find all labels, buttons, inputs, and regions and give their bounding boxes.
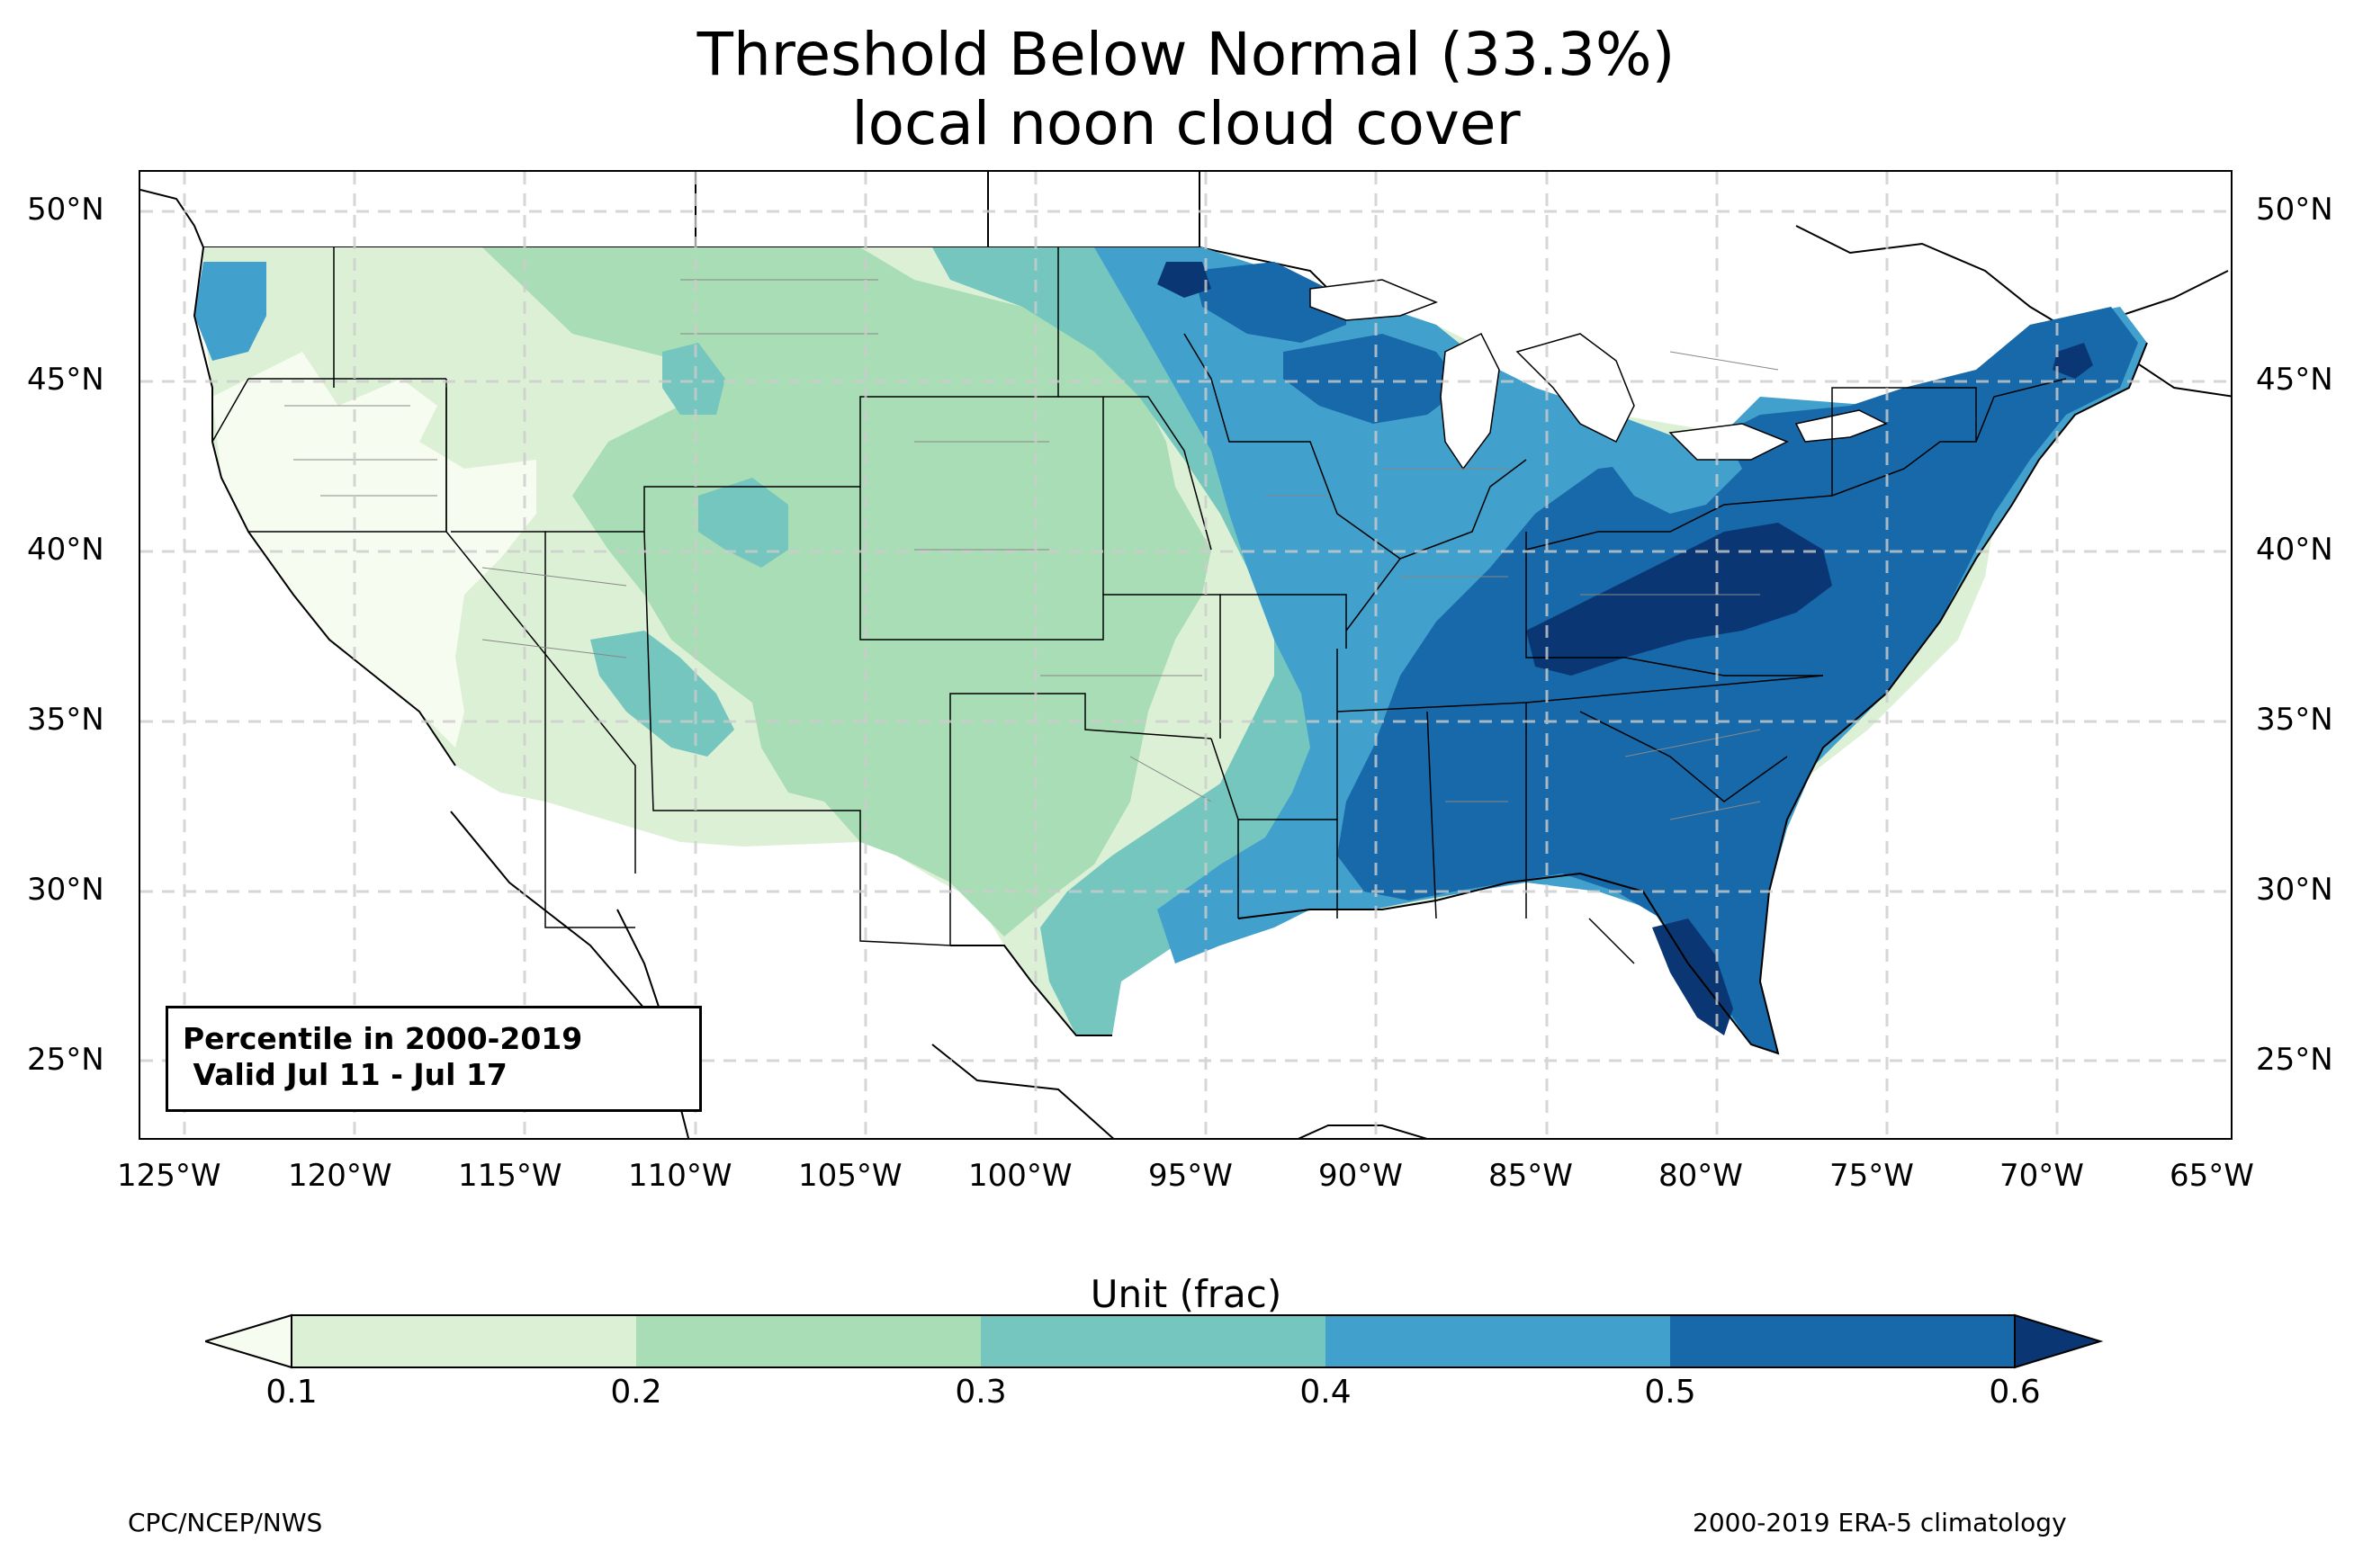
lon-tick-label: 105°W: [798, 1158, 903, 1194]
lat-tick-label: 50°N: [27, 192, 104, 228]
contour-southwest-0.3-0.4: [590, 343, 788, 757]
contour-upper-midwest-0.5-0.6: [1193, 262, 1463, 424]
contour-over-0.6-florida: [1652, 918, 1733, 1035]
colorbar-segment-0.1-0.2: [292, 1315, 636, 1367]
chart-subtitle: local noon cloud cover: [851, 89, 1521, 158]
county-borders: [284, 279, 1779, 820]
colorbar-tick-label: 0.4: [1299, 1374, 1352, 1411]
colorbar-tick-label: 0.6: [1989, 1374, 2041, 1411]
contour-0.2-0.3: [482, 247, 1211, 936]
lat-tick-label: 30°N: [27, 872, 104, 908]
contour-under-0.1: [212, 352, 536, 748]
contour-0.5-0.6: [1337, 307, 2138, 1053]
lon-tick-label: 85°W: [1488, 1158, 1573, 1194]
lon-tick-label: 125°W: [117, 1158, 221, 1194]
contour-fills: [194, 247, 2147, 1053]
lon-tick-label: 100°W: [968, 1158, 1073, 1194]
coastline: [193, 246, 2148, 1055]
colorbar-tick-label: 0.3: [955, 1374, 1007, 1411]
lon-tick-label: 115°W: [458, 1158, 562, 1194]
chart-title: Threshold Below Normal (33.3%): [696, 20, 1676, 89]
contour-washington-0.4-0.5: [194, 262, 266, 361]
lat-tick-label: 35°N: [2256, 702, 2333, 738]
lat-tick-label: 35°N: [27, 702, 104, 738]
colorbar-over-arrow: [2014, 1313, 2104, 1369]
lat-tick-label: 45°N: [27, 362, 104, 398]
lat-tick-label: 30°N: [2256, 872, 2333, 908]
colorbar-title: Unit (frac): [1090, 1272, 1282, 1316]
colorbar: [205, 1313, 2104, 1369]
footer-source: CPC/NCEP/NWS: [128, 1508, 323, 1537]
lon-tick-label: 70°W: [1999, 1158, 2084, 1194]
colorbar-segment-0.5-0.6: [1670, 1315, 2015, 1367]
lon-tick-label: 65°W: [2170, 1158, 2254, 1194]
colorbar-tick-label: 0.2: [610, 1374, 662, 1411]
colorbar-tick-label: 0.5: [1644, 1374, 1696, 1411]
lat-tick-label: 25°N: [27, 1042, 104, 1078]
lon-tick-label: 110°W: [628, 1158, 732, 1194]
lon-tick-label: 80°W: [1658, 1158, 1743, 1194]
great-lakes: [1309, 279, 1888, 470]
lat-tick-label: 40°N: [27, 532, 104, 568]
lat-tick-label: 45°N: [2256, 362, 2333, 398]
info-period: Percentile in 2000-2019: [183, 1021, 583, 1056]
info-box: Percentile in 2000-2019 Valid Jul 11 - J…: [166, 1006, 702, 1112]
lon-tick-label: 75°W: [1829, 1158, 1914, 1194]
colorbar-segment-0.4-0.5: [1325, 1315, 1670, 1367]
lat-tick-label: 50°N: [2256, 192, 2333, 228]
colorbar-under-arrow: [205, 1313, 292, 1369]
lon-tick-label: 90°W: [1318, 1158, 1403, 1194]
colorbar-tick-label: 0.1: [265, 1374, 318, 1411]
lat-tick-label: 25°N: [2256, 1042, 2333, 1078]
colorbar-segment-0.3-0.4: [981, 1315, 1325, 1367]
cloud-cover-map[interactable]: [140, 172, 2233, 1140]
lon-tick-label: 95°W: [1148, 1158, 1233, 1194]
contour-over-0.6-appalachians: [1526, 523, 1832, 676]
lat-tick-label: 40°N: [2256, 532, 2333, 568]
colorbar-segment-0.2-0.3: [636, 1315, 981, 1367]
gridlines: [140, 172, 2231, 1138]
info-valid-dates: Valid Jul 11 - Jul 17: [183, 1057, 508, 1092]
lon-tick-label: 120°W: [288, 1158, 392, 1194]
map-panel[interactable]: [139, 170, 2233, 1140]
colorbar-frame: [291, 1314, 2016, 1368]
footer-climatology: 2000-2019 ERA-5 climatology: [1693, 1508, 2067, 1537]
